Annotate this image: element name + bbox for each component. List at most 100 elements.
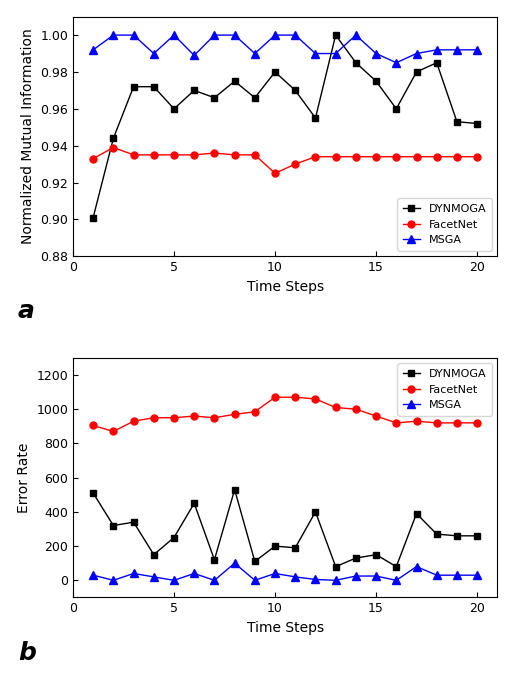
- X-axis label: Time Steps: Time Steps: [247, 621, 324, 635]
- DYNMOGA: [413, 68, 419, 76]
- MSGA: [373, 572, 379, 580]
- MSGA: [90, 46, 96, 54]
- DYNMOGA: [191, 86, 197, 95]
- MSGA: [413, 50, 419, 58]
- DYNMOGA: [333, 31, 339, 39]
- DYNMOGA: [292, 86, 298, 95]
- X-axis label: Time Steps: Time Steps: [247, 280, 324, 294]
- MSGA: [211, 576, 217, 584]
- Line: DYNMOGA: DYNMOGA: [90, 31, 481, 221]
- FacetNet: [313, 153, 319, 161]
- MSGA: [474, 46, 480, 54]
- DYNMOGA: [373, 550, 379, 558]
- Legend: DYNMOGA, FacetNet, MSGA: DYNMOGA, FacetNet, MSGA: [397, 364, 492, 415]
- FacetNet: [231, 410, 237, 418]
- FacetNet: [111, 144, 117, 152]
- FacetNet: [211, 413, 217, 422]
- FacetNet: [211, 149, 217, 157]
- FacetNet: [333, 153, 339, 161]
- DYNMOGA: [393, 105, 399, 113]
- MSGA: [272, 31, 278, 39]
- MSGA: [353, 31, 359, 39]
- FacetNet: [90, 155, 96, 163]
- FacetNet: [151, 151, 157, 159]
- DYNMOGA: [151, 82, 157, 91]
- DYNMOGA: [211, 94, 217, 102]
- FacetNet: [454, 419, 460, 427]
- Text: a: a: [18, 300, 34, 323]
- MSGA: [333, 50, 339, 58]
- FacetNet: [191, 412, 197, 420]
- FacetNet: [131, 417, 137, 425]
- DYNMOGA: [313, 508, 319, 516]
- FacetNet: [151, 413, 157, 422]
- DYNMOGA: [252, 94, 258, 102]
- FacetNet: [393, 419, 399, 427]
- MSGA: [292, 31, 298, 39]
- FacetNet: [231, 151, 237, 159]
- DYNMOGA: [111, 522, 117, 530]
- DYNMOGA: [90, 489, 96, 497]
- Line: DYNMOGA: DYNMOGA: [90, 486, 481, 570]
- MSGA: [231, 31, 237, 39]
- DYNMOGA: [292, 543, 298, 552]
- DYNMOGA: [313, 114, 319, 122]
- Line: FacetNet: FacetNet: [90, 394, 481, 435]
- FacetNet: [171, 413, 177, 422]
- DYNMOGA: [333, 563, 339, 571]
- MSGA: [171, 31, 177, 39]
- DYNMOGA: [131, 82, 137, 91]
- FacetNet: [272, 169, 278, 177]
- DYNMOGA: [474, 532, 480, 540]
- FacetNet: [90, 422, 96, 430]
- MSGA: [252, 576, 258, 584]
- DYNMOGA: [90, 213, 96, 221]
- DYNMOGA: [353, 59, 359, 67]
- DYNMOGA: [211, 556, 217, 564]
- DYNMOGA: [171, 105, 177, 113]
- MSGA: [191, 569, 197, 577]
- FacetNet: [434, 419, 440, 427]
- FacetNet: [131, 151, 137, 159]
- FacetNet: [272, 393, 278, 401]
- DYNMOGA: [454, 532, 460, 540]
- Text: b: b: [18, 641, 35, 665]
- Line: MSGA: MSGA: [89, 31, 481, 67]
- DYNMOGA: [434, 530, 440, 538]
- FacetNet: [393, 153, 399, 161]
- DYNMOGA: [252, 558, 258, 566]
- MSGA: [191, 51, 197, 59]
- Line: MSGA: MSGA: [89, 559, 481, 584]
- MSGA: [313, 50, 319, 58]
- FacetNet: [313, 395, 319, 403]
- Y-axis label: Normalized Mutual Information: Normalized Mutual Information: [21, 29, 34, 244]
- FacetNet: [171, 151, 177, 159]
- DYNMOGA: [131, 518, 137, 526]
- MSGA: [434, 46, 440, 54]
- DYNMOGA: [373, 77, 379, 85]
- MSGA: [151, 50, 157, 58]
- FacetNet: [252, 408, 258, 416]
- MSGA: [353, 572, 359, 580]
- DYNMOGA: [434, 59, 440, 67]
- MSGA: [313, 575, 319, 584]
- MSGA: [292, 573, 298, 581]
- MSGA: [454, 46, 460, 54]
- DYNMOGA: [151, 550, 157, 558]
- MSGA: [111, 31, 117, 39]
- MSGA: [373, 50, 379, 58]
- DYNMOGA: [272, 542, 278, 550]
- FacetNet: [353, 153, 359, 161]
- FacetNet: [353, 405, 359, 413]
- FacetNet: [333, 403, 339, 411]
- FacetNet: [191, 151, 197, 159]
- DYNMOGA: [231, 486, 237, 494]
- DYNMOGA: [171, 533, 177, 541]
- DYNMOGA: [353, 554, 359, 562]
- MSGA: [231, 559, 237, 567]
- MSGA: [474, 571, 480, 580]
- DYNMOGA: [474, 119, 480, 127]
- MSGA: [131, 569, 137, 577]
- FacetNet: [373, 153, 379, 161]
- Legend: DYNMOGA, FacetNet, MSGA: DYNMOGA, FacetNet, MSGA: [397, 198, 492, 251]
